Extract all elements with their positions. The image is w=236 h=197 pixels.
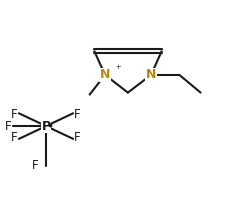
Text: F: F: [11, 131, 18, 144]
Text: F: F: [5, 120, 12, 133]
Text: F: F: [11, 108, 18, 121]
Text: N: N: [100, 68, 110, 81]
Text: F: F: [32, 159, 39, 172]
Text: P: P: [42, 120, 51, 133]
Text: $^+$: $^+$: [114, 64, 122, 74]
Text: N: N: [146, 68, 156, 81]
Text: F: F: [74, 108, 81, 121]
Text: F: F: [74, 131, 81, 144]
